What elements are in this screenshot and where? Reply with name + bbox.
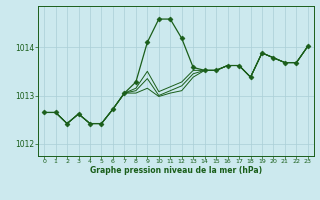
X-axis label: Graphe pression niveau de la mer (hPa): Graphe pression niveau de la mer (hPa) xyxy=(90,166,262,175)
